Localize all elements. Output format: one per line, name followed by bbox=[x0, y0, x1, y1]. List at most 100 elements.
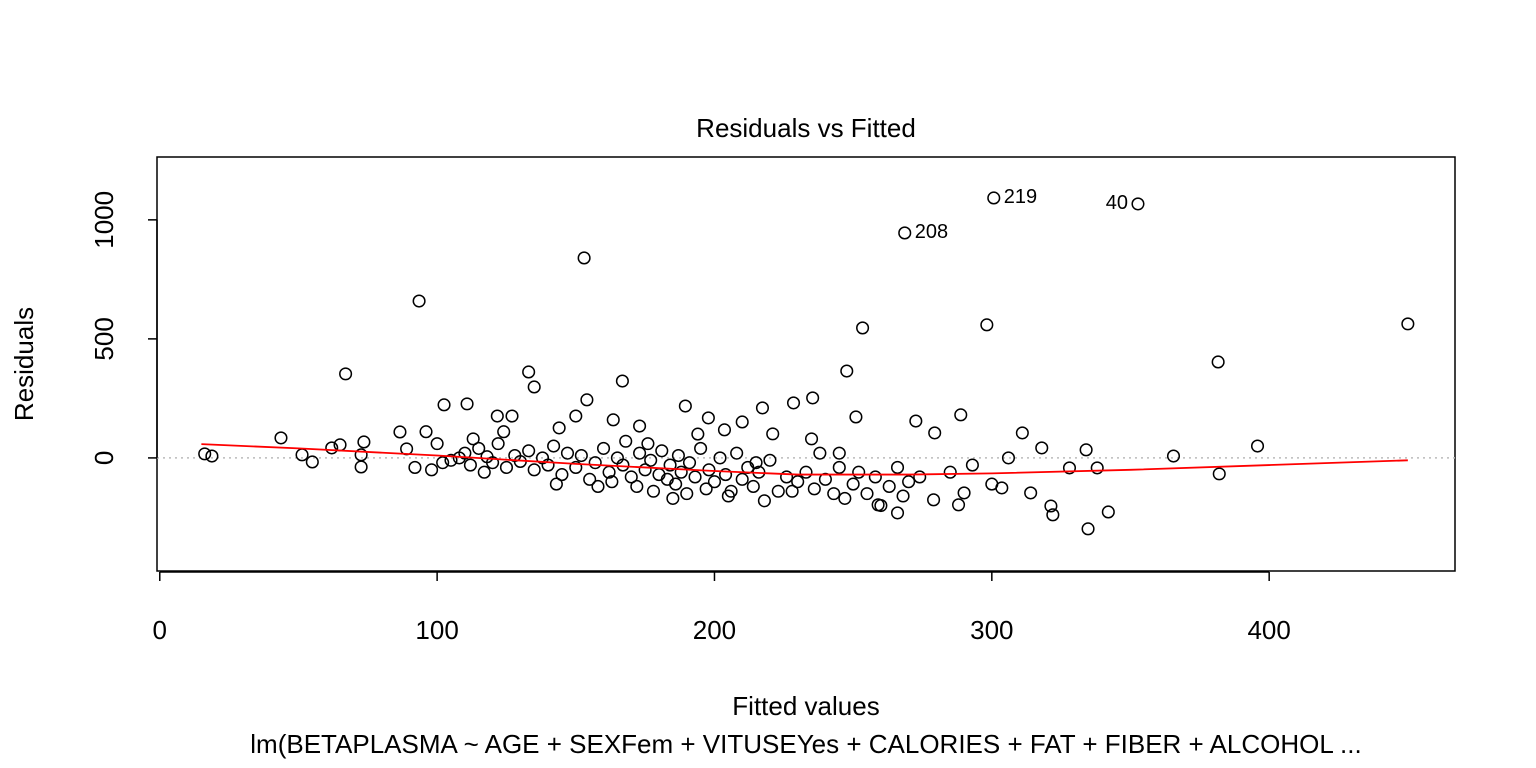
point bbox=[757, 494, 771, 508]
point bbox=[691, 427, 705, 441]
point bbox=[874, 498, 888, 513]
point bbox=[605, 475, 619, 489]
point bbox=[832, 460, 846, 474]
point bbox=[965, 458, 979, 472]
point bbox=[552, 421, 566, 435]
point bbox=[927, 493, 941, 507]
point bbox=[928, 426, 942, 440]
point bbox=[419, 425, 433, 439]
point bbox=[541, 458, 555, 472]
chart-title: Residuals vs Fitted bbox=[696, 113, 916, 143]
point bbox=[818, 472, 832, 486]
point bbox=[791, 475, 805, 489]
point bbox=[527, 463, 541, 477]
point bbox=[868, 470, 882, 484]
x-tick-label: 100 bbox=[415, 615, 458, 645]
x-tick-label: 400 bbox=[1247, 615, 1290, 645]
point bbox=[1250, 439, 1265, 453]
point bbox=[580, 393, 594, 407]
point bbox=[987, 191, 1001, 205]
point bbox=[357, 435, 371, 449]
point bbox=[463, 458, 477, 472]
point bbox=[909, 414, 923, 428]
point-label: 208 bbox=[915, 221, 948, 243]
point bbox=[860, 487, 874, 501]
point bbox=[785, 484, 799, 498]
point bbox=[749, 456, 763, 470]
point bbox=[707, 475, 722, 489]
point bbox=[549, 477, 563, 491]
point bbox=[735, 415, 749, 429]
point bbox=[460, 397, 474, 411]
point bbox=[735, 472, 749, 486]
point bbox=[486, 456, 500, 470]
y-axis-label: Residuals bbox=[9, 307, 39, 421]
point-label: 219 bbox=[1004, 186, 1037, 208]
point bbox=[339, 367, 353, 381]
point bbox=[644, 453, 658, 467]
point bbox=[574, 448, 588, 463]
point bbox=[641, 437, 655, 451]
point bbox=[588, 456, 602, 470]
point bbox=[882, 479, 896, 494]
point bbox=[393, 425, 407, 439]
point bbox=[583, 472, 597, 486]
x-axis-label: Fitted values bbox=[732, 691, 879, 721]
point bbox=[490, 409, 504, 423]
point bbox=[560, 446, 575, 460]
point bbox=[596, 441, 611, 455]
point bbox=[477, 465, 491, 479]
point bbox=[630, 479, 644, 494]
point bbox=[1035, 441, 1049, 455]
point bbox=[807, 482, 821, 496]
point bbox=[325, 441, 339, 455]
point bbox=[354, 460, 368, 474]
point bbox=[1044, 499, 1058, 513]
point bbox=[913, 470, 927, 484]
point-label: 40 bbox=[1106, 192, 1128, 214]
point bbox=[412, 294, 426, 308]
point bbox=[619, 434, 633, 448]
point bbox=[713, 451, 727, 465]
point bbox=[472, 441, 486, 455]
point bbox=[205, 449, 219, 463]
point bbox=[1090, 461, 1104, 475]
point bbox=[1001, 451, 1016, 465]
x-tick-label: 300 bbox=[970, 615, 1013, 645]
point bbox=[766, 427, 780, 441]
point bbox=[669, 477, 683, 491]
point bbox=[951, 498, 966, 512]
point bbox=[615, 374, 629, 388]
point bbox=[678, 399, 692, 413]
point bbox=[846, 477, 860, 491]
point bbox=[616, 458, 630, 472]
point bbox=[902, 475, 916, 489]
point bbox=[827, 487, 841, 501]
point bbox=[522, 444, 536, 458]
point bbox=[1062, 461, 1077, 475]
point bbox=[786, 396, 801, 410]
point bbox=[466, 432, 480, 446]
x-tick-label: 200 bbox=[693, 615, 736, 645]
point bbox=[832, 446, 846, 460]
point bbox=[569, 460, 583, 474]
point bbox=[852, 465, 866, 479]
point bbox=[624, 470, 638, 484]
point bbox=[799, 465, 813, 479]
point bbox=[444, 453, 458, 467]
point bbox=[780, 470, 794, 484]
point bbox=[674, 465, 688, 479]
point bbox=[890, 506, 905, 520]
point bbox=[671, 448, 685, 463]
point bbox=[1211, 355, 1225, 369]
point bbox=[555, 468, 569, 482]
point bbox=[721, 489, 735, 503]
point bbox=[1024, 486, 1038, 500]
smooth-line bbox=[201, 443, 1408, 476]
point bbox=[1131, 197, 1145, 211]
point bbox=[980, 318, 994, 332]
point bbox=[840, 364, 854, 378]
point bbox=[896, 489, 910, 503]
point bbox=[666, 491, 680, 505]
point bbox=[436, 456, 450, 470]
